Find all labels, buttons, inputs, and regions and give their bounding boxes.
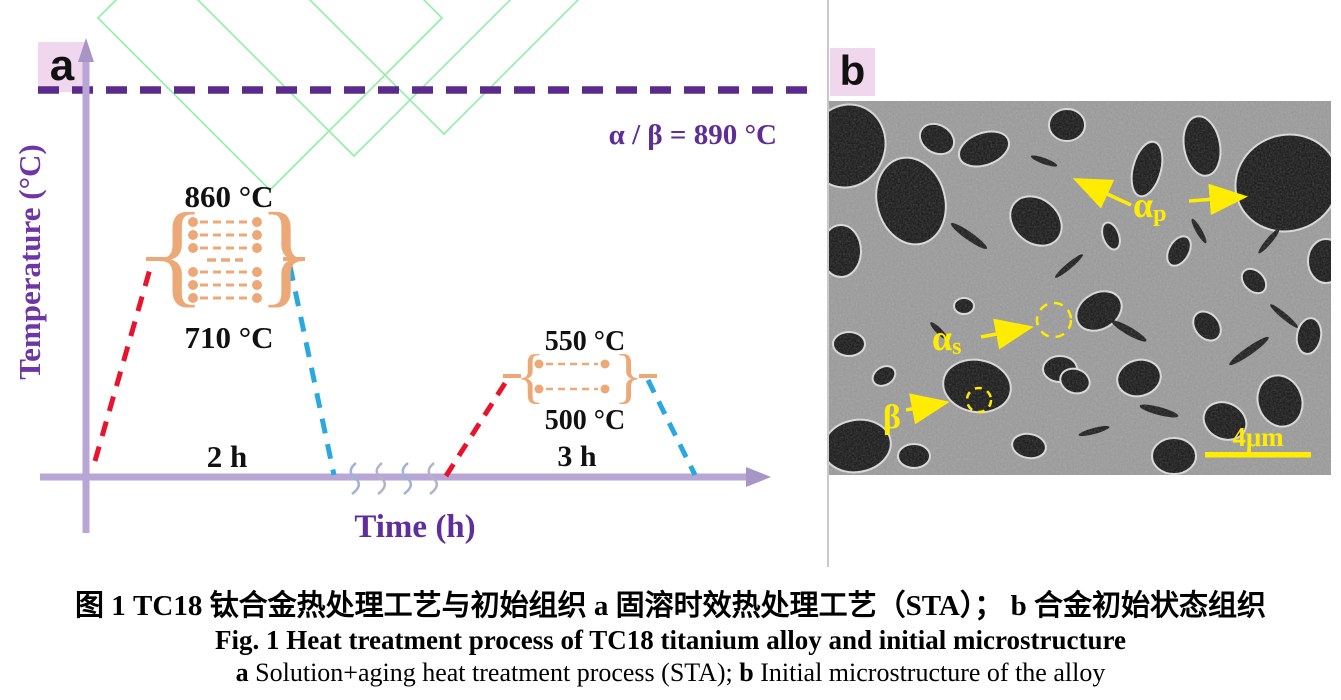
alpha-p-label: αp: [1133, 185, 1166, 227]
caption-sub-b-label: b: [739, 658, 754, 687]
alpha-p-arrow-right-icon: [1188, 183, 1248, 216]
caption-chinese: 图 1 TC18 钛合金热处理工艺与初始组织 a 固溶时效热处理工艺（STA）；…: [75, 590, 1266, 622]
caption-english-subtitle: a Solution+aging heat treatment process …: [0, 657, 1341, 689]
x-axis-label: Time (h): [354, 509, 475, 545]
heating-ramp-aging: [443, 378, 510, 478]
alpha-s-arrow-icon: [980, 318, 1034, 350]
alpha-s-dashed-circle: [1035, 301, 1073, 339]
x-axis-arrowhead-icon: [746, 467, 771, 487]
scale-bar-label: 4μm: [1232, 422, 1284, 452]
beta-dashed-circle: [965, 386, 993, 414]
caption-english-title: Fig. 1 Heat treatment process of TC18 ti…: [215, 625, 1126, 655]
alpha-s-label: αs: [932, 318, 961, 360]
panel-b-label: b: [830, 48, 875, 96]
sem-micrograph: αp αs β 4μm: [807, 101, 1341, 475]
svg-text:}: }: [258, 190, 313, 317]
svg-text:}: }: [614, 343, 643, 409]
caption-sub-b-text: Initial microstructure of the alloy: [753, 658, 1106, 687]
y-axis-label: Temperature (°C): [12, 144, 47, 379]
y-axis-arrowhead-icon: [78, 38, 94, 62]
aging-duration-label: 3 h: [557, 440, 597, 473]
watermark-diamonds-icon: [96, 0, 580, 192]
solution-top-temp-label: 860 °C: [184, 179, 273, 214]
beta-arrow-icon: [905, 393, 950, 425]
solution-bottom-temp-label: 710 °C: [184, 320, 273, 355]
axis-break-icon: [349, 462, 439, 495]
sem-annotations: αp αs β 4μm: [883, 178, 1311, 458]
sem-speckle-texture: [829, 101, 1331, 475]
beta-transus-label: α / β = 890 °C: [609, 119, 777, 151]
panel-a-label: a: [38, 42, 86, 92]
solution-holder-icon: { }: [146, 190, 313, 317]
alpha-p-arrow-left-icon: [1072, 178, 1132, 209]
caption-sub-a-label: a: [235, 658, 249, 687]
panel-divider: [827, 0, 829, 567]
solution-duration-label: 2 h: [207, 439, 248, 474]
cooling-ramp-solution: [287, 265, 337, 476]
aging-top-temp-label: 550 °C: [545, 326, 625, 357]
scale-bar: [1205, 452, 1311, 458]
heating-ramp-solution: [92, 261, 155, 462]
sem-image: αp αs β 4μm: [807, 101, 1341, 475]
aging-holder-icon: { }: [503, 343, 657, 409]
cooling-ramp-aging: [645, 378, 698, 477]
aging-bottom-temp-label: 500 °C: [545, 405, 625, 436]
svg-text:{: {: [516, 343, 545, 409]
beta-label: β: [883, 399, 901, 436]
figure-caption: 图 1 TC18 钛合金热处理工艺与初始组织 a 固溶时效热处理工艺（STA）；…: [0, 588, 1341, 689]
heat-treatment-diagram: { } { }: [12, 0, 818, 545]
caption-sub-a-text: Solution+aging heat treatment process (S…: [248, 658, 740, 687]
